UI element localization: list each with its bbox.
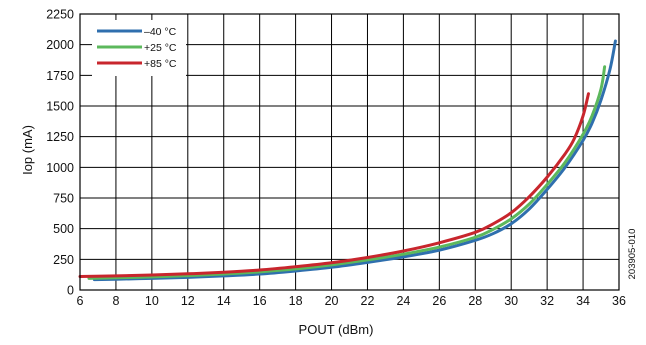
series-line-1 <box>87 65 607 280</box>
x-tick-label: 20 <box>325 294 339 308</box>
legend-label: +85 °C <box>144 58 177 70</box>
x-tick-label: 26 <box>432 294 446 308</box>
y-tick-label: 750 <box>53 192 74 206</box>
series-lines <box>78 39 617 282</box>
x-tick-label: 34 <box>576 294 590 308</box>
y-tick-label: 0 <box>67 284 74 298</box>
figure-id: 203905-010 <box>627 229 638 280</box>
y-axis-title: Iop (mA) <box>20 125 35 175</box>
x-tick-label: 36 <box>612 294 626 308</box>
x-tick-label: 8 <box>112 294 119 308</box>
y-tick-label: 1000 <box>46 161 74 175</box>
y-tick-label: 2250 <box>46 8 74 22</box>
series-line-0 <box>92 39 617 282</box>
series-line-2 <box>78 92 590 279</box>
x-tick-label: 10 <box>145 294 159 308</box>
legend-label: –40 °C <box>144 26 177 38</box>
x-tick-label: 6 <box>77 294 84 308</box>
y-tick-label: 1250 <box>46 130 74 144</box>
x-tick-label: 30 <box>504 294 518 308</box>
x-tick-label: 16 <box>253 294 267 308</box>
y-tick-label: 500 <box>53 222 74 236</box>
legend-label: +25 °C <box>144 42 177 54</box>
x-tick-label: 14 <box>217 294 231 308</box>
x-tick-label: 22 <box>361 294 375 308</box>
x-tick-label: 28 <box>468 294 482 308</box>
tick-labels: 6 8 10 12 14 16 18 20 22 24 26 28 30 32 34 36 0 250 500 750… <box>46 8 626 309</box>
x-tick-label: 32 <box>540 294 554 308</box>
legend: –40 °C +25 °C +85 °C <box>92 20 186 76</box>
y-tick-label: 1750 <box>46 69 74 83</box>
y-tick-label: 2000 <box>46 38 74 52</box>
plot-frame <box>79 13 620 291</box>
x-axis-title: POUT (dBm) <box>299 322 374 337</box>
y-tick-label: 1500 <box>46 100 74 114</box>
plot-border <box>79 13 620 291</box>
y-tick-label: 250 <box>53 253 74 267</box>
x-tick-label: 24 <box>396 294 410 308</box>
x-tick-label: 18 <box>289 294 303 308</box>
x-tick-label: 12 <box>181 294 195 308</box>
